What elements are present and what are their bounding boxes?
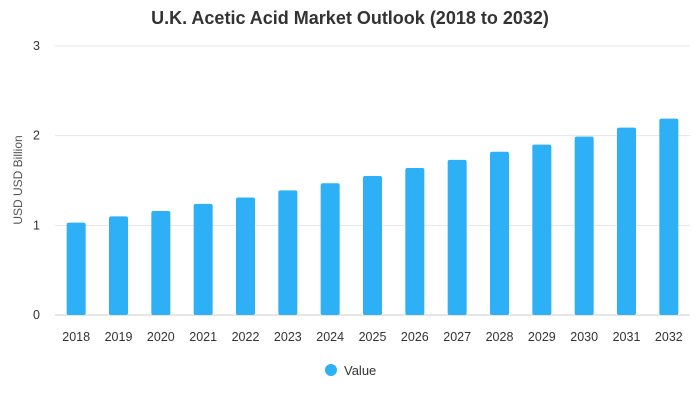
- x-tick-label-2025: 2025: [359, 330, 387, 344]
- bar-2019[interactable]: [109, 216, 128, 315]
- x-tick-label-2022: 2022: [232, 330, 260, 344]
- bar-2024[interactable]: [320, 183, 340, 315]
- x-tick-label-2023: 2023: [274, 330, 302, 344]
- bar-2030[interactable]: [574, 136, 594, 315]
- bar-2023[interactable]: [278, 190, 298, 315]
- x-tick-label-2018: 2018: [62, 330, 90, 344]
- bar-2021[interactable]: [193, 203, 213, 315]
- bar-2020[interactable]: [151, 210, 171, 315]
- x-tick-label-2030: 2030: [570, 330, 598, 344]
- y-tick-label-0: 0: [33, 308, 40, 322]
- y-axis-ticks: 0 1 2 3: [33, 39, 40, 322]
- y-tick-label-3: 3: [33, 39, 40, 53]
- x-tick-label-2028: 2028: [486, 330, 514, 344]
- bar-2025[interactable]: [363, 176, 382, 315]
- legend[interactable]: Value: [325, 363, 376, 378]
- x-tick-label-2024: 2024: [316, 330, 344, 344]
- x-tick-label-2029: 2029: [528, 330, 556, 344]
- bar-2018[interactable]: [66, 222, 86, 315]
- chart-title: U.K. Acetic Acid Market Outlook (2018 to…: [151, 8, 549, 28]
- y-tick-label-2: 2: [33, 129, 40, 143]
- legend-label-value: Value: [344, 363, 376, 378]
- bar-2028[interactable]: [490, 151, 509, 315]
- x-tick-label-2021: 2021: [189, 330, 217, 344]
- bar-2027[interactable]: [447, 159, 467, 315]
- y-axis-label: USD USD Billion: [11, 135, 25, 224]
- bar-2031[interactable]: [617, 127, 636, 315]
- x-tick-label-2019: 2019: [105, 330, 133, 344]
- bars: [66, 118, 679, 315]
- x-tick-label-2031: 2031: [613, 330, 641, 344]
- x-tick-label-2032: 2032: [655, 330, 683, 344]
- y-tick-label-1: 1: [33, 218, 40, 232]
- bar-2022[interactable]: [236, 197, 255, 315]
- x-axis-ticks: 2018 2019 2020 2021 2022 2023 2024 2025 2026 2027…: [62, 330, 683, 344]
- x-tick-label-2020: 2020: [147, 330, 175, 344]
- x-tick-label-2026: 2026: [401, 330, 429, 344]
- bar-2026[interactable]: [405, 167, 425, 315]
- legend-marker-value: [325, 364, 337, 376]
- x-tick-label-2027: 2027: [443, 330, 471, 344]
- bar-2032[interactable]: [659, 118, 679, 315]
- bar-2029[interactable]: [532, 144, 552, 315]
